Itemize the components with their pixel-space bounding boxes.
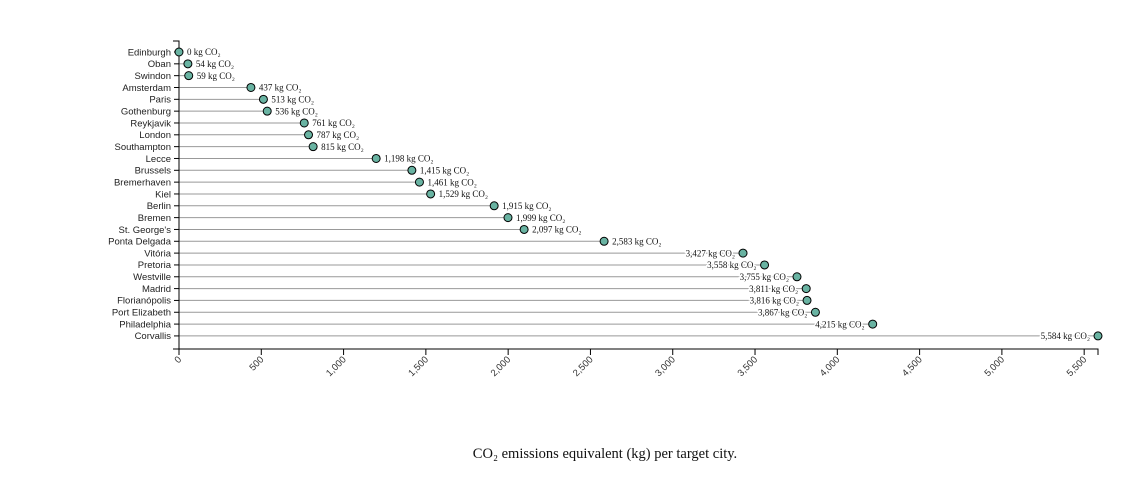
- data-point: [174, 47, 184, 57]
- data-label: 3,867 kg CO₂: [758, 307, 807, 317]
- data-label: 513 kg CO₂: [271, 95, 314, 105]
- y-tick-label: Southampton: [114, 142, 171, 153]
- y-tick-label: Corvallis: [135, 331, 172, 342]
- y-tick-label: Madrid: [142, 284, 171, 295]
- value-labels-layer: 0 kg CO₂ 54 kg CO₂ 59 kg CO₂ 437 kg CO₂ 513 …: [186, 46, 1092, 343]
- y-tick-label: Berlin: [147, 201, 171, 212]
- data-label: 1,415 kg CO₂: [420, 166, 469, 176]
- data-point: [262, 106, 272, 116]
- data-label: 1,529 kg CO₂: [439, 189, 488, 199]
- data-point: [304, 130, 314, 140]
- data-point: [407, 165, 417, 175]
- y-tick-label: Gothenburg: [121, 106, 171, 117]
- x-axis: 0 500 1,000 1,500 2,000 2,500 3,000 3,500 4,000 4…: [173, 348, 1099, 379]
- y-tick-label: Philadelphia: [119, 319, 171, 330]
- data-label: 1,915 kg CO₂: [502, 201, 551, 211]
- data-point: [738, 248, 748, 258]
- data-label: 0 kg CO₂: [187, 47, 221, 57]
- data-point: [426, 189, 436, 199]
- x-tick-label: 2,500: [571, 354, 596, 379]
- data-point: [258, 94, 268, 104]
- x-tick-label: 4,000: [818, 354, 843, 379]
- y-tick-label: Lecce: [146, 154, 171, 165]
- data-point: [760, 260, 770, 270]
- data-label: 3,427 kg CO₂: [686, 248, 735, 258]
- data-label: 1,461 kg CO₂: [427, 177, 476, 187]
- data-label: 4,215 kg CO₂: [815, 319, 864, 329]
- y-tick-label: Amsterdam: [122, 83, 171, 94]
- y-tick-label: Pretoria: [138, 260, 172, 271]
- y-tick-label: Port Elizabeth: [112, 308, 171, 319]
- y-axis: EdinburghObanSwindonAmsterdamParisGothen…: [108, 40, 180, 350]
- x-axis-line: [178, 348, 1099, 355]
- data-point: [183, 59, 193, 69]
- data-label: 2,097 kg CO₂: [532, 225, 581, 235]
- x-tick-label: 2,000: [489, 354, 514, 379]
- y-tick-label: Reykjavik: [130, 118, 171, 129]
- x-tick-label: 1,000: [324, 354, 349, 379]
- data-label: 815 kg CO₂: [321, 142, 364, 152]
- y-tick-label: Swindon: [135, 71, 171, 82]
- data-point: [802, 295, 812, 305]
- y-tick-label: London: [139, 130, 171, 141]
- data-label: 3,811 kg CO₂: [749, 284, 798, 294]
- data-point: [371, 153, 381, 163]
- data-label: 437 kg CO₂: [259, 83, 302, 93]
- data-label: 536 kg CO₂: [275, 106, 318, 116]
- lollipop-chart: EdinburghObanSwindonAmsterdamParisGothen…: [108, 40, 1103, 379]
- data-point: [599, 236, 609, 246]
- y-tick-label: Vitória: [144, 248, 171, 259]
- data-label: 787 kg CO₂: [317, 130, 360, 140]
- data-point: [1093, 331, 1103, 341]
- data-label: 5,584 kg CO₂: [1041, 331, 1090, 341]
- y-tick-label: St. George's: [118, 225, 171, 236]
- y-tick-label: Ponta Delgada: [108, 237, 172, 248]
- data-label: 761 kg CO₂: [312, 118, 355, 128]
- x-tick-label: 4,500: [900, 354, 925, 379]
- x-tick-label: 1,500: [406, 354, 431, 379]
- data-point: [810, 307, 820, 317]
- chart-caption: CO₂ emissions equivalent (kg) per target…: [472, 446, 738, 462]
- x-tick-label: 0: [173, 354, 185, 366]
- data-point: [246, 82, 256, 92]
- data-label: 59 kg CO₂: [197, 71, 235, 81]
- data-point: [519, 224, 529, 234]
- data-point: [868, 319, 878, 329]
- y-tick-label: Kiel: [155, 189, 171, 200]
- y-tick-label: Oban: [148, 59, 171, 70]
- data-label: 3,755 kg CO₂: [740, 272, 789, 282]
- data-point: [414, 177, 424, 187]
- x-tick-label: 500: [247, 354, 266, 373]
- y-tick-label: Florianópolis: [117, 296, 171, 307]
- data-label: 1,999 kg CO₂: [516, 213, 565, 223]
- y-tick-label: Westville: [133, 272, 171, 283]
- y-tick-label: Edinburgh: [128, 47, 171, 58]
- y-tick-label: Paris: [149, 95, 171, 106]
- data-point: [299, 118, 309, 128]
- data-point: [792, 272, 802, 282]
- data-label: 1,198 kg CO₂: [384, 154, 433, 164]
- stems-layer: [179, 63, 1098, 337]
- y-axis-line: [173, 40, 180, 350]
- data-point: [489, 201, 499, 211]
- x-tick-label: 3,500: [736, 354, 761, 379]
- data-point: [308, 142, 318, 152]
- x-tick-label: 5,000: [982, 354, 1007, 379]
- data-point: [801, 284, 811, 294]
- data-point: [503, 213, 513, 223]
- data-point: [184, 71, 194, 81]
- y-tick-label: Brussels: [135, 166, 172, 177]
- y-tick-label: Bremerhaven: [114, 177, 171, 188]
- x-tick-label: 5,500: [1065, 354, 1090, 379]
- data-label: 3,558 kg CO₂: [707, 260, 756, 270]
- y-tick-label: Bremen: [138, 213, 171, 224]
- x-tick-label: 3,000: [653, 354, 678, 379]
- data-label: 3,816 kg CO₂: [750, 296, 799, 306]
- data-label: 54 kg CO₂: [196, 59, 234, 69]
- dots-layer: [174, 47, 1103, 341]
- data-label: 2,583 kg CO₂: [612, 236, 661, 246]
